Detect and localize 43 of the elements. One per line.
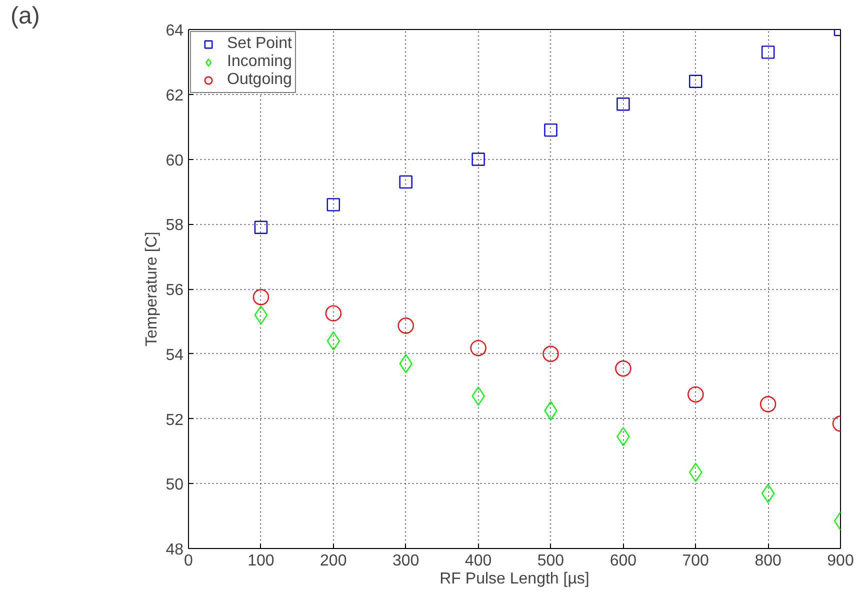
point	[689, 74, 702, 88]
point	[688, 386, 704, 403]
point	[616, 98, 630, 111]
y-tick-label: 50	[166, 476, 184, 494]
x-tick-label: 900	[827, 552, 854, 570]
y-tick-label: 52	[166, 412, 184, 429]
x-tick-label: 600	[610, 552, 637, 570]
point	[761, 484, 775, 503]
point	[544, 123, 558, 137]
y-tick-label: 62	[166, 87, 184, 104]
x-tick-label: 800	[754, 552, 782, 570]
x-tick-label: 300	[392, 552, 420, 570]
legend-label: Set Point	[227, 35, 292, 53]
point	[252, 289, 270, 306]
point	[615, 360, 632, 377]
point	[254, 220, 268, 234]
y-tick-label: 64	[166, 22, 184, 40]
x-tick-label: 500	[537, 552, 564, 570]
y-tick-label: 58	[166, 217, 184, 234]
text: (a)	[10, 2, 40, 30]
y-tick-label: 54	[166, 346, 184, 364]
point	[398, 318, 414, 334]
x-tick-label: 700	[682, 552, 710, 570]
y-tick-label: 48	[166, 542, 184, 558]
x-tick-label: 100	[248, 552, 274, 570]
point	[472, 152, 485, 166]
y-tick-label: 60	[166, 152, 184, 170]
point	[761, 46, 775, 59]
x-tick-label: 400	[464, 552, 492, 570]
x-tick-label: 0	[184, 552, 194, 570]
legend-label: Outgoing	[227, 71, 292, 89]
point	[254, 305, 268, 325]
legend-label: Incoming	[227, 53, 292, 71]
x-axis-title: RF Pulse Length [µs]	[440, 570, 590, 588]
point	[325, 305, 342, 322]
y-tick-label: 56	[166, 282, 184, 299]
point	[760, 396, 776, 412]
point	[399, 175, 412, 189]
y-axis-title: Temperature [C]	[144, 232, 161, 346]
x-tick-label: 200	[320, 552, 347, 570]
point	[470, 340, 486, 356]
point	[326, 198, 340, 212]
point	[542, 346, 559, 362]
